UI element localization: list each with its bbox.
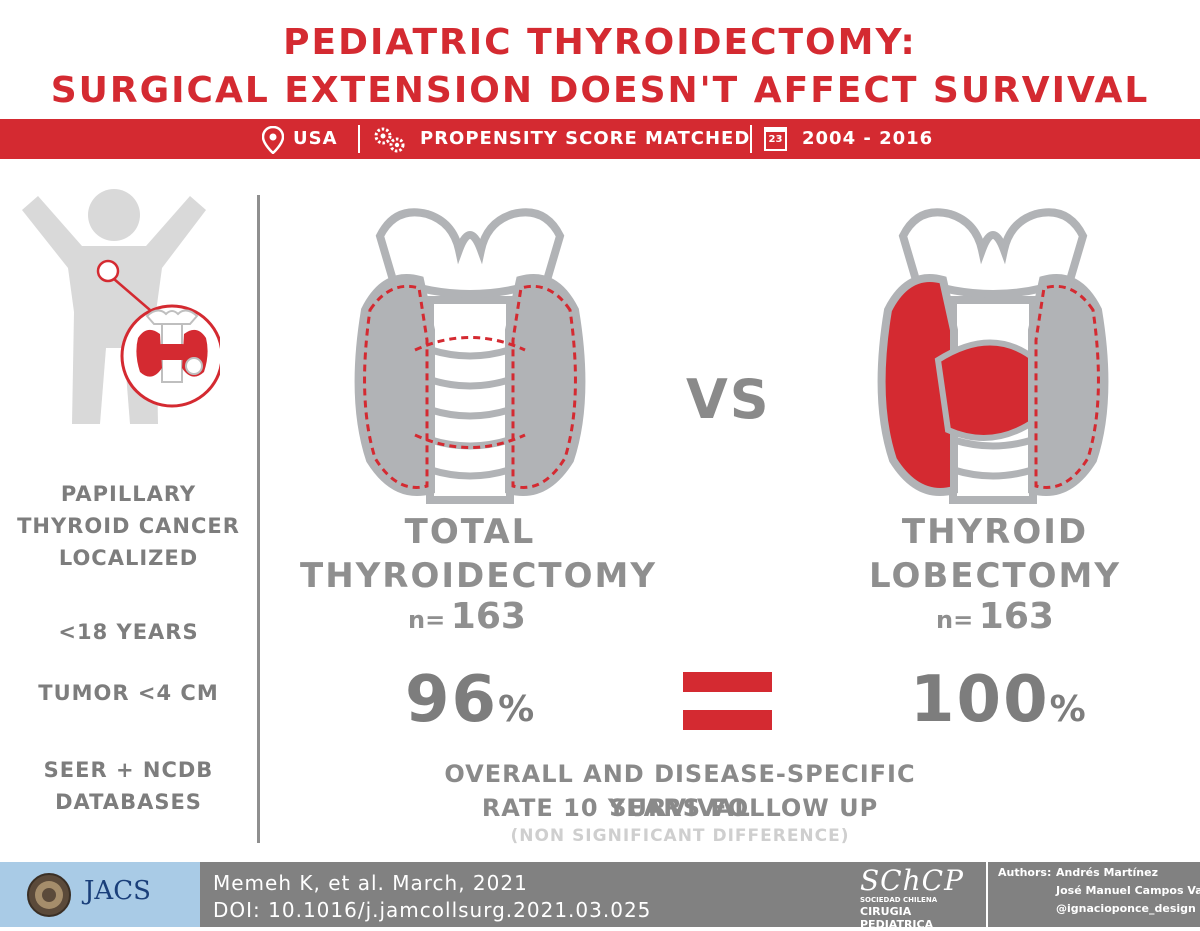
authors-label: Authors: <box>998 866 1052 879</box>
total-thyroidectomy-illustration <box>354 208 586 504</box>
college-seal-icon <box>27 873 71 917</box>
vs-label: VS <box>686 368 771 431</box>
total-thyroidectomy-n: n= 163 <box>408 596 526 637</box>
journal-panel: JACS <box>0 862 200 927</box>
title-line-1: PEDIATRIC THYROIDECTOMY: <box>283 22 917 63</box>
title-line-2: SURGICAL EXTENSION DOESN'T AFFECT SURVIV… <box>50 70 1150 111</box>
citation-doi: DOI: 10.1016/j.jamcollsurg.2021.03.025 <box>213 898 652 922</box>
lobectomy-n: n= 163 <box>936 596 1054 637</box>
author-name: José Manuel Campos Varas <box>1056 884 1200 897</box>
criteria-source-line: DATABASES <box>55 790 202 814</box>
criteria-diagnosis-line: LOCALIZED <box>58 546 199 570</box>
percent-sign: % <box>498 689 535 730</box>
outcome-line-2: RATE 10 YEARS FOLLOW UP <box>481 794 879 822</box>
banner-separator <box>358 125 360 153</box>
map-pin-icon <box>262 126 284 154</box>
lobectomy-name-line: LOBECTOMY <box>869 556 1121 596</box>
criteria-diagnosis-line: PAPILLARY <box>60 482 197 506</box>
footer-separator <box>986 862 988 927</box>
author-name: Andrés Martínez <box>1056 866 1158 879</box>
gears-icon <box>374 127 405 153</box>
n-value: 163 <box>450 596 526 637</box>
n-label: n= <box>408 606 446 634</box>
banner-method: PROPENSITY SCORE MATCHED <box>420 128 751 149</box>
citation-reference: Memeh K, et al. March, 2021 <box>213 871 528 895</box>
survival-value: 100 <box>910 663 1050 737</box>
total-thyroidectomy-name: TOTAL THYROIDECTOMY <box>300 510 657 598</box>
criteria-diagnosis-line: THYROID CANCER <box>17 514 240 538</box>
total-thyroidectomy-survival: 96% <box>405 663 534 737</box>
footer: JACS Memeh K, et al. March, 2021 DOI: 10… <box>0 862 1200 931</box>
child-figure-icon <box>22 189 220 424</box>
equals-sign-bottom-bar <box>683 710 772 730</box>
lobectomy-name: THYROID LOBECTOMY <box>860 510 1130 598</box>
author-handle: @ignacioponce_design <box>1056 902 1196 915</box>
calendar-day: 23 <box>768 134 783 145</box>
lobectomy-name-line: THYROID <box>901 512 1089 552</box>
criteria-diagnosis: PAPILLARY THYROID CANCER LOCALIZED <box>0 478 257 574</box>
criteria-tumor: TUMOR <4 CM <box>38 681 219 705</box>
society-name-line: SOCIEDAD CHILENA <box>860 896 938 904</box>
banner-location: USA <box>293 128 338 149</box>
society-logo: SChCP SOCIEDAD CHILENA CIRUGIA PEDIATRIC… <box>860 864 980 931</box>
society-name-line: CIRUGIA PEDIATRICA <box>860 905 934 931</box>
survival-value: 96 <box>405 663 499 737</box>
outcome-line-1: OVERALL AND DISEASE-SPECIFIC SURVIVAL <box>444 760 916 822</box>
info-banner: USA PROPENSITY SCORE MATCHED 23 2004 - 2… <box>0 119 1200 159</box>
total-thyroidectomy-name-line: THYROIDECTOMY <box>300 556 657 596</box>
section-divider <box>257 195 260 843</box>
criteria-source: SEER + NCDB DATABASES <box>0 754 257 818</box>
society-logo-mark: SChCP <box>860 864 964 897</box>
percent-sign: % <box>1049 689 1086 730</box>
criteria-age: <18 YEARS <box>58 620 199 644</box>
banner-period: 2004 - 2016 <box>802 128 934 149</box>
citation-panel: Memeh K, et al. March, 2021 DOI: 10.1016… <box>200 862 1200 931</box>
total-thyroidectomy-name-line: TOTAL <box>404 512 536 552</box>
n-label: n= <box>936 606 974 634</box>
n-value: 163 <box>978 596 1054 637</box>
lobectomy-illustration <box>877 208 1109 504</box>
journal-name: JACS <box>84 876 151 906</box>
calendar-icon: 23 <box>764 127 787 151</box>
banner-separator <box>750 125 752 153</box>
equals-sign-top-bar <box>683 672 772 692</box>
outcome-note: (NON SIGNIFICANT DIFFERENCE) <box>510 826 850 846</box>
criteria-source-line: SEER + NCDB <box>43 758 214 782</box>
lobectomy-survival: 100% <box>910 663 1086 737</box>
